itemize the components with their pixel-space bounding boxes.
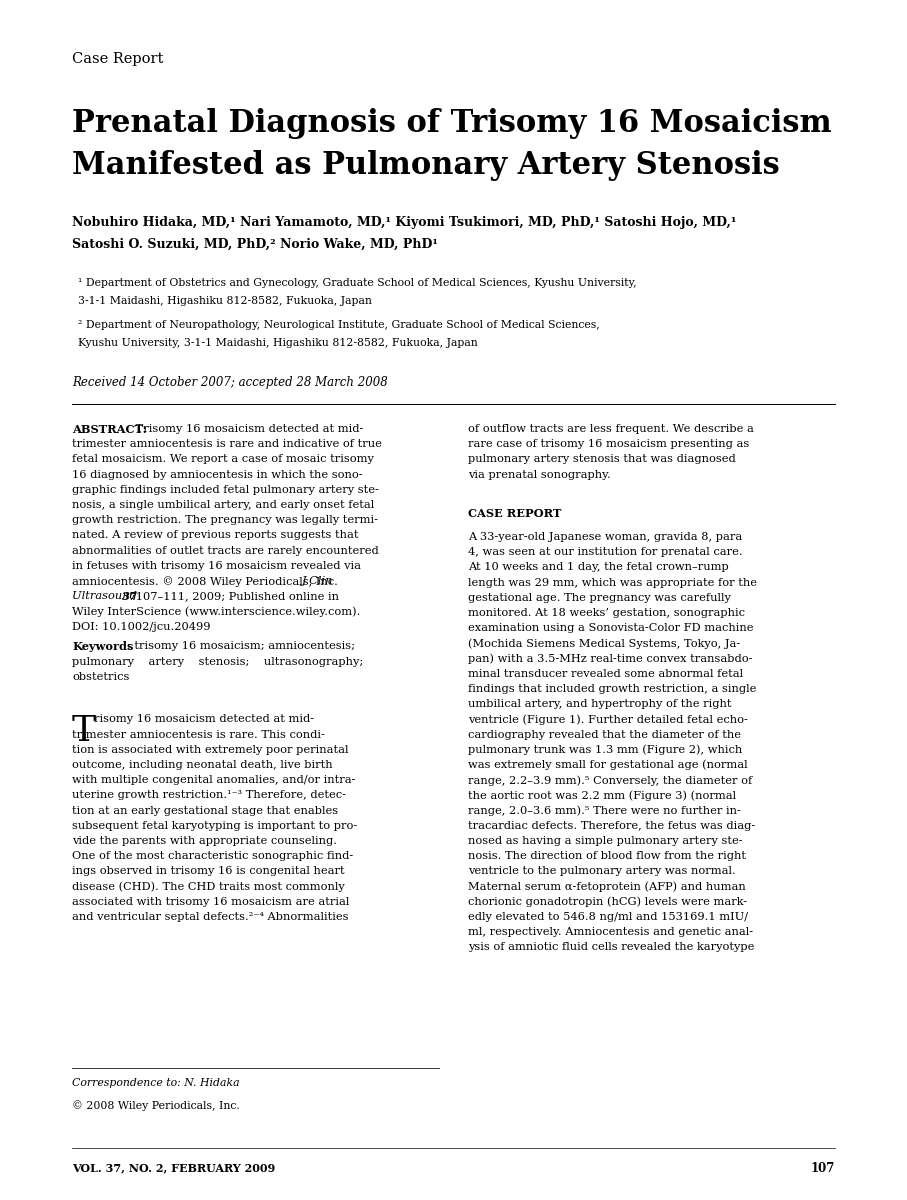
Text: Ultrasound: Ultrasound	[72, 592, 141, 601]
Text: examination using a Sonovista-Color FD machine: examination using a Sonovista-Color FD m…	[469, 623, 754, 634]
Text: 16 diagnosed by amniocentesis in which the sono-: 16 diagnosed by amniocentesis in which t…	[72, 469, 363, 480]
Text: pulmonary artery stenosis that was diagnosed: pulmonary artery stenosis that was diagn…	[469, 455, 736, 464]
Text: T: T	[72, 714, 96, 749]
Text: Wiley InterScience (www.interscience.wiley.com).: Wiley InterScience (www.interscience.wil…	[72, 606, 360, 617]
Text: abnormalities of outlet tracts are rarely encountered: abnormalities of outlet tracts are rarel…	[72, 546, 379, 556]
Text: : trisomy 16 mosaicism; amniocentesis;: : trisomy 16 mosaicism; amniocentesis;	[126, 641, 355, 652]
Text: :107–111, 2009; Published online in: :107–111, 2009; Published online in	[132, 592, 339, 601]
Text: Manifested as Pulmonary Artery Stenosis: Manifested as Pulmonary Artery Stenosis	[72, 150, 780, 181]
Text: 107: 107	[811, 1162, 835, 1175]
Text: of outflow tracts are less frequent. We describe a: of outflow tracts are less frequent. We …	[469, 424, 755, 434]
Text: findings that included growth restriction, a single: findings that included growth restrictio…	[469, 684, 756, 694]
Text: cardiography revealed that the diameter of the: cardiography revealed that the diameter …	[469, 730, 742, 739]
Text: (Mochida Siemens Medical Systems, Tokyo, Ja-: (Mochida Siemens Medical Systems, Tokyo,…	[469, 638, 741, 649]
Text: subsequent fetal karyotyping is important to pro-: subsequent fetal karyotyping is importan…	[72, 821, 357, 830]
Text: ings observed in trisomy 16 is congenital heart: ings observed in trisomy 16 is congenita…	[72, 866, 345, 876]
Text: disease (CHD). The CHD traits most commonly: disease (CHD). The CHD traits most commo…	[72, 882, 345, 892]
Text: rare case of trisomy 16 mosaicism presenting as: rare case of trisomy 16 mosaicism presen…	[469, 439, 750, 449]
Text: Trisomy 16 mosaicism detected at mid-: Trisomy 16 mosaicism detected at mid-	[132, 424, 363, 434]
Text: fetal mosaicism. We report a case of mosaic trisomy: fetal mosaicism. We report a case of mos…	[72, 455, 374, 464]
Text: tion is associated with extremely poor perinatal: tion is associated with extremely poor p…	[72, 745, 348, 755]
Text: via prenatal sonography.: via prenatal sonography.	[469, 469, 611, 480]
Text: tion at an early gestational stage that enables: tion at an early gestational stage that …	[72, 805, 338, 816]
Text: Satoshi O. Suzuki, MD, PhD,² Norio Wake, MD, PhD¹: Satoshi O. Suzuki, MD, PhD,² Norio Wake,…	[72, 238, 438, 251]
Text: the aortic root was 2.2 mm (Figure 3) (normal: the aortic root was 2.2 mm (Figure 3) (n…	[469, 791, 736, 800]
Text: outcome, including neonatal death, live birth: outcome, including neonatal death, live …	[72, 760, 333, 770]
Text: range, 2.0–3.6 mm).⁵ There were no further in-: range, 2.0–3.6 mm).⁵ There were no furth…	[469, 805, 741, 816]
Text: 4, was seen at our institution for prenatal care.: 4, was seen at our institution for prena…	[469, 547, 743, 557]
Text: monitored. At 18 weeks’ gestation, sonographic: monitored. At 18 weeks’ gestation, sonog…	[469, 608, 746, 618]
Text: One of the most characteristic sonographic find-: One of the most characteristic sonograph…	[72, 851, 353, 862]
Text: J Clin: J Clin	[302, 576, 334, 586]
Text: At 10 weeks and 1 day, the fetal crown–rump: At 10 weeks and 1 day, the fetal crown–r…	[469, 563, 729, 572]
Text: Maternal serum α-fetoprotein (AFP) and human: Maternal serum α-fetoprotein (AFP) and h…	[469, 882, 746, 892]
Text: growth restriction. The pregnancy was legally termi-: growth restriction. The pregnancy was le…	[72, 515, 378, 526]
Text: CASE REPORT: CASE REPORT	[469, 508, 561, 518]
Text: ventricle to the pulmonary artery was normal.: ventricle to the pulmonary artery was no…	[469, 866, 736, 876]
Text: tracardiac defects. Therefore, the fetus was diag-: tracardiac defects. Therefore, the fetus…	[469, 821, 756, 830]
Text: ml, respectively. Amniocentesis and genetic anal-: ml, respectively. Amniocentesis and gene…	[469, 928, 754, 937]
Text: gestational age. The pregnancy was carefully: gestational age. The pregnancy was caref…	[469, 593, 731, 602]
Text: Received 14 October 2007; accepted 28 March 2008: Received 14 October 2007; accepted 28 Ma…	[72, 376, 388, 389]
Text: nosis. The direction of blood flow from the right: nosis. The direction of blood flow from …	[469, 851, 746, 862]
Text: minal transducer revealed some abnormal fetal: minal transducer revealed some abnormal …	[469, 668, 744, 679]
Text: nosis, a single umbilical artery, and early onset fetal: nosis, a single umbilical artery, and ea…	[72, 500, 375, 510]
Text: uterine growth restriction.¹⁻³ Therefore, detec-: uterine growth restriction.¹⁻³ Therefore…	[72, 791, 346, 800]
Text: in fetuses with trisomy 16 mosaicism revealed via: in fetuses with trisomy 16 mosaicism rev…	[72, 560, 361, 571]
Text: Prenatal Diagnosis of Trisomy 16 Mosaicism: Prenatal Diagnosis of Trisomy 16 Mosaici…	[72, 108, 832, 139]
Text: ¹ Department of Obstetrics and Gynecology, Graduate School of Medical Sciences, : ¹ Department of Obstetrics and Gynecolog…	[78, 278, 637, 288]
Text: Nobuhiro Hidaka, MD,¹ Nari Yamamoto, MD,¹ Kiyomi Tsukimori, MD, PhD,¹ Satoshi Ho: Nobuhiro Hidaka, MD,¹ Nari Yamamoto, MD,…	[72, 216, 736, 229]
Text: edly elevated to 546.8 ng/ml and 153169.1 mIU/: edly elevated to 546.8 ng/ml and 153169.…	[469, 912, 748, 922]
Text: trimester amniocentesis is rare and indicative of true: trimester amniocentesis is rare and indi…	[72, 439, 382, 449]
Text: ABSTRACT:: ABSTRACT:	[72, 424, 147, 434]
Text: length was 29 mm, which was appropriate for the: length was 29 mm, which was appropriate …	[469, 577, 757, 588]
Text: with multiple congenital anomalies, and/or intra-: with multiple congenital anomalies, and/…	[72, 775, 356, 785]
Text: Keywords: Keywords	[72, 641, 133, 653]
Text: VOL. 37, NO. 2, FEBRUARY 2009: VOL. 37, NO. 2, FEBRUARY 2009	[72, 1162, 275, 1174]
Text: Correspondence to: N. Hidaka: Correspondence to: N. Hidaka	[72, 1078, 239, 1088]
Text: chorionic gonadotropin (hCG) levels were mark-: chorionic gonadotropin (hCG) levels were…	[469, 896, 747, 907]
Text: 3-1-1 Maidashi, Higashiku 812-8582, Fukuoka, Japan: 3-1-1 Maidashi, Higashiku 812-8582, Fuku…	[78, 296, 372, 306]
Text: trimester amniocentesis is rare. This condi-: trimester amniocentesis is rare. This co…	[72, 730, 325, 739]
Text: A 33-year-old Japanese woman, gravida 8, para: A 33-year-old Japanese woman, gravida 8,…	[469, 532, 743, 542]
Text: pulmonary    artery    stenosis;    ultrasonography;: pulmonary artery stenosis; ultrasonograp…	[72, 656, 363, 666]
Text: pan) with a 3.5-MHz real-time convex transabdo-: pan) with a 3.5-MHz real-time convex tra…	[469, 654, 753, 664]
Text: risomy 16 mosaicism detected at mid-: risomy 16 mosaicism detected at mid-	[93, 714, 314, 725]
Text: amniocentesis. © 2008 Wiley Periodicals, Inc.: amniocentesis. © 2008 Wiley Periodicals,…	[72, 576, 342, 587]
Text: pulmonary trunk was 1.3 mm (Figure 2), which: pulmonary trunk was 1.3 mm (Figure 2), w…	[469, 745, 743, 755]
Text: ventricle (Figure 1). Further detailed fetal echo-: ventricle (Figure 1). Further detailed f…	[469, 714, 748, 725]
Text: obstetrics: obstetrics	[72, 672, 130, 682]
Text: © 2008 Wiley Periodicals, Inc.: © 2008 Wiley Periodicals, Inc.	[72, 1100, 239, 1111]
Text: associated with trisomy 16 mosaicism are atrial: associated with trisomy 16 mosaicism are…	[72, 896, 349, 907]
Text: range, 2.2–3.9 mm).⁵ Conversely, the diameter of: range, 2.2–3.9 mm).⁵ Conversely, the dia…	[469, 775, 753, 786]
Text: nated. A review of previous reports suggests that: nated. A review of previous reports sugg…	[72, 530, 358, 540]
Text: DOI: 10.1002/jcu.20499: DOI: 10.1002/jcu.20499	[72, 622, 210, 631]
Text: umbilical artery, and hypertrophy of the right: umbilical artery, and hypertrophy of the…	[469, 700, 732, 709]
Text: 37: 37	[122, 592, 137, 602]
Text: graphic findings included fetal pulmonary artery ste-: graphic findings included fetal pulmonar…	[72, 485, 379, 494]
Text: was extremely small for gestational age (normal: was extremely small for gestational age …	[469, 760, 748, 770]
Text: nosed as having a simple pulmonary artery ste-: nosed as having a simple pulmonary arter…	[469, 836, 743, 846]
Text: and ventricular septal defects.²⁻⁴ Abnormalities: and ventricular septal defects.²⁻⁴ Abnor…	[72, 912, 348, 922]
Text: Case Report: Case Report	[72, 52, 163, 66]
Text: vide the parents with appropriate counseling.: vide the parents with appropriate counse…	[72, 836, 337, 846]
Text: ² Department of Neuropathology, Neurological Institute, Graduate School of Medic: ² Department of Neuropathology, Neurolog…	[78, 320, 600, 330]
Text: Kyushu University, 3-1-1 Maidashi, Higashiku 812-8582, Fukuoka, Japan: Kyushu University, 3-1-1 Maidashi, Higas…	[78, 338, 478, 348]
Text: ysis of amniotic fluid cells revealed the karyotype: ysis of amniotic fluid cells revealed th…	[469, 942, 755, 953]
